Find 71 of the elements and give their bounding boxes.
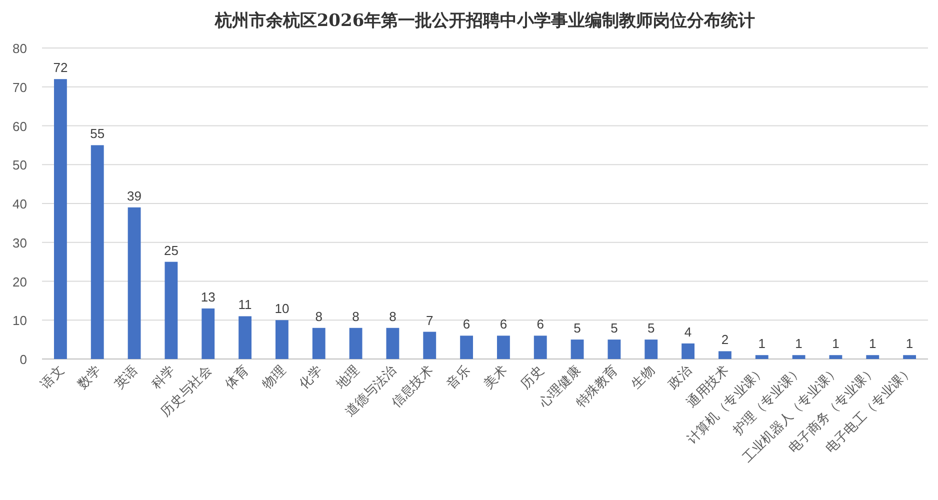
y-tick-label: 30 [12,235,27,250]
y-tick-label: 0 [20,352,27,367]
bar [164,262,178,359]
bar [829,355,842,359]
x-tick-label: 美术 [480,362,510,392]
y-tick-label: 40 [12,196,27,212]
y-tick-label: 70 [12,80,27,95]
bar [497,336,510,359]
data-label: 8 [352,308,360,324]
x-tick-label: 音乐 [444,363,474,392]
data-label: 7 [426,312,434,328]
x-tick-label: 物理 [260,363,289,392]
x-tick-label: 生物 [628,363,658,392]
x-tick-label: 化学 [296,363,326,392]
x-tick-label: 英语 [112,363,142,392]
bar [682,343,694,359]
x-tick-label: 数学 [75,363,104,392]
data-label: 1 [758,336,766,352]
bar [718,351,732,359]
bar [128,207,141,359]
y-tick-label: 60 [12,118,27,134]
bar [386,328,400,359]
bar [238,316,252,359]
data-label: 5 [574,320,581,336]
data-label: 5 [610,320,618,336]
x-tick-label: 政治 [666,363,695,392]
x-tick-label: 科学 [149,363,178,392]
data-label: 8 [389,308,396,324]
x-tick-label: 语文 [38,363,68,392]
bar [866,355,880,359]
data-label: 6 [500,316,508,332]
bar [608,340,621,359]
y-tick-label: 50 [12,158,27,173]
data-label: 5 [648,320,655,336]
bar [276,320,288,359]
bar [903,355,916,359]
bar [644,340,658,359]
bar [423,332,436,359]
data-label: 72 [53,60,68,76]
y-tick-label: 80 [12,41,27,56]
data-label: 1 [906,336,914,352]
chart-title: 杭州市余杭区2026年第一批公开招聘中小学事业编制教师岗位分布统计 [214,11,756,31]
y-tick-label: 10 [12,313,27,328]
bar [792,355,806,359]
bar [534,336,547,359]
data-label: 39 [127,188,142,204]
data-label: 2 [721,332,729,348]
data-label: 1 [869,336,876,352]
data-label: 55 [90,126,105,142]
x-tick-label: 地理 [332,363,363,393]
bar [460,336,473,359]
x-tick-label: 历史 [518,363,548,392]
bar [755,355,768,359]
data-label: 1 [795,336,802,352]
data-label: 1 [832,336,840,352]
data-label: 13 [200,289,216,304]
data-label: 6 [462,316,470,332]
data-label: 10 [274,301,290,316]
data-label: 8 [315,308,322,324]
bar [54,79,67,359]
data-label: 25 [164,242,178,258]
bar [349,328,362,359]
bar [90,145,104,359]
bar [570,340,584,359]
bar [312,328,326,359]
bar [202,308,215,359]
data-label: 4 [684,324,692,340]
data-label: 6 [536,316,544,332]
x-tick-label: 体育 [222,362,252,392]
data-label: 11 [238,297,252,312]
y-tick-label: 20 [12,274,27,290]
